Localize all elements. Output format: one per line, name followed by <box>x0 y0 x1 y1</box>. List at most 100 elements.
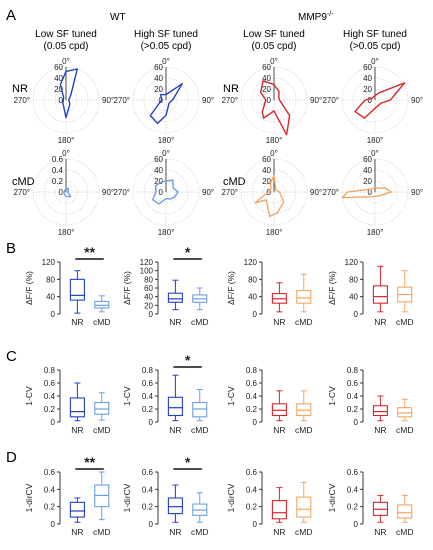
boxplot-d-2-nr-category-label: NR <box>169 527 181 537</box>
polar-5-rtick-label: 0.6 <box>52 155 64 164</box>
polar-3-angle-0: 0° <box>270 57 278 66</box>
polar-3-trace <box>260 80 291 136</box>
panel-c-label: C <box>6 348 17 365</box>
polar-7-angle-270: 270° <box>221 188 238 197</box>
polar-3-rtick-zero: 0 <box>267 96 272 105</box>
wt-header: WT <box>110 12 126 23</box>
boxplot-c-1-ytick-label: 0.2 <box>44 405 56 414</box>
boxplot-c-1-cmd-category-label: cMD <box>93 425 110 435</box>
polar-1-angle-0: 0° <box>62 57 70 66</box>
boxplot-c-4-ytick-label: 0 <box>354 418 359 427</box>
polar-7-rtick-label: 60 <box>262 155 271 164</box>
boxplot-b-1-cmd-box <box>94 300 110 309</box>
boxplot-d-4-ytick-label: 0.6 <box>347 468 359 477</box>
polar-4-rtick-label: 40 <box>363 74 372 83</box>
polar-8-rtick-zero: 0 <box>368 188 373 197</box>
polar-1-rtick-label: 60 <box>54 63 63 72</box>
polar-4-angle-180: 180° <box>367 136 384 145</box>
polar-4-gridring <box>341 66 409 134</box>
boxplot-b-2-ytick-label: 60 <box>144 284 153 293</box>
polar-6-rtick-label: 60 <box>154 155 163 164</box>
boxplot-d-4-nr-category-label: NR <box>374 527 386 537</box>
boxplot-c-1-ytick-label: 0.6 <box>44 379 56 388</box>
boxplot-d-2-ytick-label: 0.6 <box>142 468 154 477</box>
polar-5-rtick-label: 0.2 <box>52 177 64 186</box>
polar-8-rtick-label: 60 <box>363 155 372 164</box>
row-label-wt-cmd: cMD <box>12 176 35 188</box>
polar-3-rtick-label: 40 <box>262 74 271 83</box>
polar-8-angle-270: 270° <box>322 188 339 197</box>
polar-5-angle-180: 180° <box>58 228 75 237</box>
boxplot-c-4-nr-category-label: NR <box>374 425 386 435</box>
boxplot-b-1-cmd-category-label: cMD <box>93 317 110 327</box>
polar-8-trace <box>341 186 393 199</box>
mmp9-header-sup: -/- <box>327 11 334 18</box>
polar-7-trace <box>254 174 285 218</box>
polar-5-gridring <box>32 158 100 226</box>
boxplot-c-2-ylabel: 1-CV <box>122 386 132 406</box>
boxplot-d-2-nr-box <box>167 497 183 515</box>
polar-1-rtick-zero: 0 <box>59 96 64 105</box>
polar-3-angle-270: 270° <box>221 96 238 105</box>
boxplot-b-1-ytick-label: 40 <box>46 293 55 302</box>
boxplot-b-2-ytick-label: 100 <box>140 267 154 276</box>
boxplot-d-1-ytick-label: 0.2 <box>44 503 56 512</box>
boxplot-c-4-ytick-label: 0.4 <box>347 392 359 401</box>
col-label-wt-high-2: (>0.05 cpd) <box>141 41 192 52</box>
polar-7-angle-0: 0° <box>270 149 278 158</box>
boxplot-d-3-ytick-label: 0 <box>253 520 258 529</box>
polar-6-angle-180: 180° <box>158 228 175 237</box>
boxplot-d-4-ylabel: 1-dirCV <box>327 483 337 512</box>
polar-2-rtick-label: 60 <box>154 63 163 72</box>
boxplot-d-3-cmd-category-label: cMD <box>295 527 312 537</box>
boxplot-b-1-ytick-label: 80 <box>46 275 55 284</box>
boxplot-c-4-ylabel: 1-CV <box>327 386 337 406</box>
boxplot-b-2-nr-box <box>167 292 183 303</box>
boxplot-c-2-nr-box <box>167 396 183 417</box>
polar-6-angle-270: 270° <box>113 188 130 197</box>
polar-8-rtick-label: 40 <box>363 166 372 175</box>
col-label-mmp-high-2: (>0.05 cpd) <box>350 41 401 52</box>
polar-7-angle-90: 90° <box>310 188 322 197</box>
boxplot-c-4-ytick-label: 0.6 <box>347 379 359 388</box>
polar-6-rtick-label: 20 <box>154 177 163 186</box>
boxplot-b-2-ylabel: ΔF/F (%) <box>122 271 132 305</box>
boxplot-c-2-ytick-label: 0.8 <box>142 366 154 375</box>
boxplot-d-3-ytick-label: 0.4 <box>246 485 258 494</box>
boxplot-c-2-nr-category-label: NR <box>169 425 181 435</box>
boxplot-b-1-ylabel: ΔF/F (%) <box>24 271 34 305</box>
boxplot-b-2-ytick-label: 20 <box>144 301 153 310</box>
polar-5-angle-90: 90° <box>102 188 114 197</box>
row-label-wt-nr: NR <box>12 83 28 95</box>
boxplot-c-4-ytick-label: 0.8 <box>347 366 359 375</box>
polar-3-rtick-label: 60 <box>262 63 271 72</box>
boxplot-b-4-ytick-label: 80 <box>349 275 358 284</box>
polar-6-trace <box>151 179 179 205</box>
polar-7-angle-180: 180° <box>266 228 283 237</box>
boxplot-b-3-cmd-box <box>296 290 312 304</box>
polar-7-rtick-zero: 0 <box>267 188 272 197</box>
polar-7-gridring <box>240 158 308 226</box>
boxplot-d-2-ytick-label: 0.4 <box>142 485 154 494</box>
boxplot-c-4-cmd-category-label: cMD <box>396 425 413 435</box>
boxplot-b-2-cmd-category-label: cMD <box>191 317 208 327</box>
polar-2-angle-270: 270° <box>113 96 130 105</box>
polar-5-trace <box>63 187 72 198</box>
boxplot-c-3-cmd-category-label: cMD <box>295 425 312 435</box>
boxplot-d-1-cmd-category-label: cMD <box>93 527 110 537</box>
polar-8-gridring <box>341 158 409 226</box>
panel-a-label: A <box>6 7 16 24</box>
boxplot-b-1-ytick-label: 120 <box>42 258 56 267</box>
boxplot-c-4-ytick-label: 0.2 <box>347 405 359 414</box>
boxplot-d-2-ytick-label: 0 <box>149 520 154 529</box>
polar-8-rtick-label: 20 <box>363 177 372 186</box>
polar-1-angle-270: 270° <box>13 96 30 105</box>
boxplot-d-3-ytick-label: 0.2 <box>246 503 258 512</box>
polar-7-rtick-label: 40 <box>262 166 271 175</box>
polar-3-gridring <box>240 66 308 134</box>
boxplot-c-1-cmd-box <box>94 401 110 415</box>
polar-2-rtick-label: 20 <box>154 85 163 94</box>
boxplot-c-3-ylabel: 1-CV <box>226 386 236 406</box>
polar-5-rtick-zero: 0 <box>59 188 64 197</box>
boxplot-d-2-sig-label: * <box>185 454 191 470</box>
